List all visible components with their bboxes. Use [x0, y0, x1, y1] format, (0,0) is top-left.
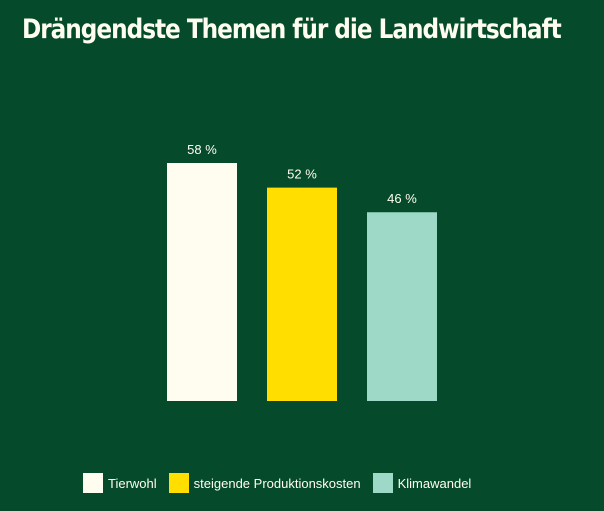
chart-title: Drängendste Themen für die Landwirtschaf… [22, 14, 562, 45]
legend: Tierwohl steigende Produktionskosten Kli… [83, 473, 483, 493]
bar-chart: 58 % 52 % 46 % [167, 142, 437, 401]
legend-swatch-tierwohl [83, 473, 103, 493]
legend-item-klimawandel[interactable]: Klimawandel [372, 473, 472, 493]
legend-swatch-klimawandel [372, 473, 393, 493]
legend-label-klimawandel: Klimawandel [397, 475, 472, 491]
legend-label-produktionskosten: steigende Produktionskosten [193, 475, 361, 491]
data-label-klimawandel: 46 % [387, 191, 417, 206]
data-label-tierwohl: 58 % [187, 142, 217, 157]
legend-label-tierwohl: Tierwohl [108, 475, 157, 491]
bar-klimawandel[interactable] [367, 212, 437, 401]
data-label-steigende-produktionskosten: 52 % [287, 167, 317, 182]
bar-tierwohl[interactable] [167, 163, 237, 401]
legend-item-tierwohl[interactable]: Tierwohl [83, 473, 157, 493]
legend-swatch-produktionskosten [168, 473, 189, 493]
bar-steigende-produktionskosten[interactable] [267, 187, 337, 401]
legend-item-produktionskosten[interactable]: steigende Produktionskosten [168, 473, 361, 493]
